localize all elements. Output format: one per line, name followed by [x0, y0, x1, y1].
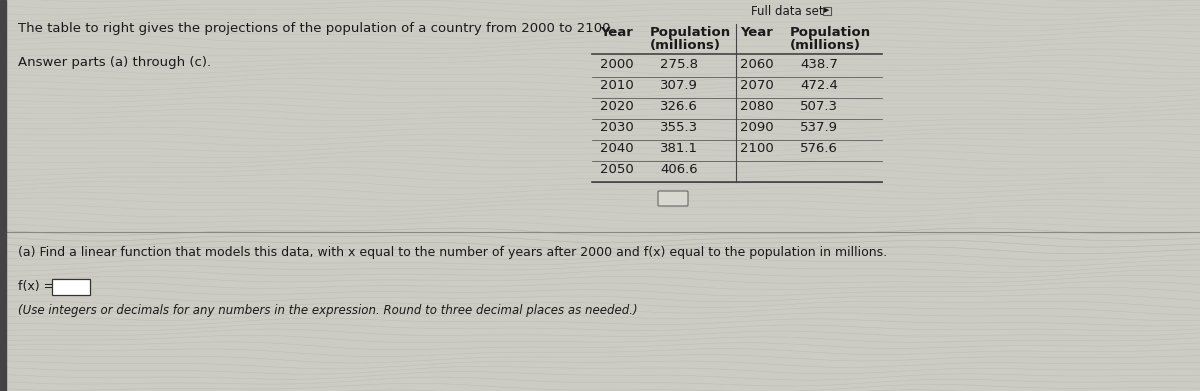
Text: Full data set: Full data set	[751, 5, 823, 18]
Text: 2020: 2020	[600, 100, 634, 113]
Text: (a) Find a linear function that models this data, with x equal to the number of : (a) Find a linear function that models t…	[18, 246, 887, 259]
Text: 2030: 2030	[600, 121, 634, 134]
Text: 2060: 2060	[740, 58, 774, 71]
Text: Population: Population	[790, 26, 871, 39]
Text: f(x) =: f(x) =	[18, 280, 54, 293]
Text: 2010: 2010	[600, 79, 634, 92]
Text: (Use integers or decimals for any numbers in the expression. Round to three deci: (Use integers or decimals for any number…	[18, 304, 637, 317]
Text: ▶: ▶	[824, 7, 829, 13]
Text: 355.3: 355.3	[660, 121, 698, 134]
Text: 2100: 2100	[740, 142, 774, 155]
Text: 307.9: 307.9	[660, 79, 698, 92]
Text: 472.4: 472.4	[800, 79, 838, 92]
Text: 2080: 2080	[740, 100, 774, 113]
Text: 275.8: 275.8	[660, 58, 698, 71]
Text: Population: Population	[650, 26, 731, 39]
Text: (millions): (millions)	[650, 39, 721, 52]
Text: Answer parts (a) through (c).: Answer parts (a) through (c).	[18, 56, 211, 69]
Text: Year: Year	[740, 26, 773, 39]
Text: 537.9: 537.9	[800, 121, 838, 134]
Text: 576.6: 576.6	[800, 142, 838, 155]
Text: 2000: 2000	[600, 58, 634, 71]
Text: 2090: 2090	[740, 121, 774, 134]
Text: The table to right gives the projections of the population of a country from 200: The table to right gives the projections…	[18, 22, 614, 35]
Text: 2070: 2070	[740, 79, 774, 92]
Bar	[52, 279, 90, 295]
Bar	[0, 0, 6, 391]
Text: 507.3: 507.3	[800, 100, 838, 113]
Text: 2040: 2040	[600, 142, 634, 155]
Text: (millions): (millions)	[790, 39, 862, 52]
Text: 2050: 2050	[600, 163, 634, 176]
Bar	[823, 7, 830, 15]
Text: 326.6: 326.6	[660, 100, 698, 113]
FancyBboxPatch shape	[658, 191, 688, 206]
Text: 438.7: 438.7	[800, 58, 838, 71]
Text: 406.6: 406.6	[660, 163, 697, 176]
Text: ...: ...	[668, 194, 678, 203]
Text: Year: Year	[600, 26, 632, 39]
Text: 381.1: 381.1	[660, 142, 698, 155]
